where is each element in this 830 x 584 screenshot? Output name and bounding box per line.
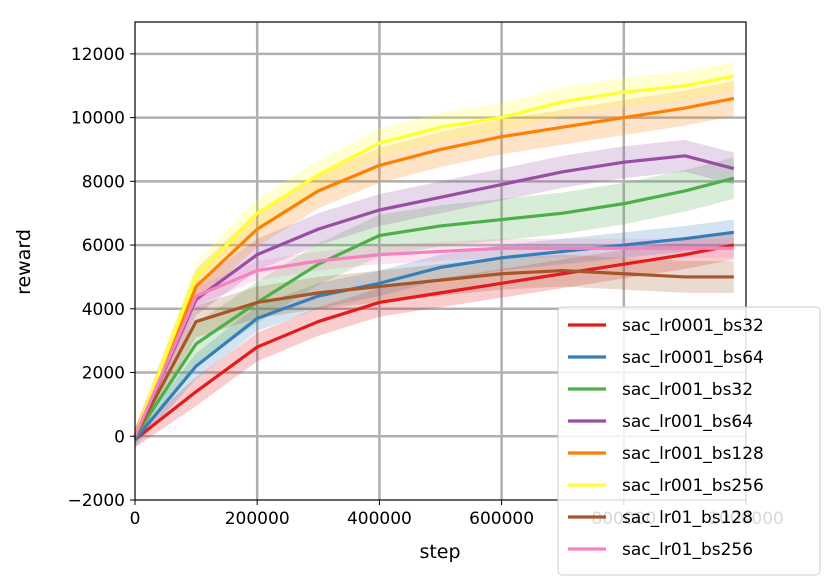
y-tick-label: 4000 xyxy=(82,300,125,320)
series-line xyxy=(133,74,735,437)
x-axis-label: step xyxy=(419,541,460,563)
legend-label: sac_lr0001_bs32 xyxy=(622,316,764,336)
legend-label: sac_lr001_bs32 xyxy=(622,380,753,400)
confidence-band xyxy=(135,61,734,445)
grid-lines xyxy=(135,22,746,500)
series-line xyxy=(133,246,734,437)
legend-label: sac_lr001_bs128 xyxy=(622,444,764,464)
legend-label: sac_lr001_bs64 xyxy=(622,412,753,432)
confidence-band xyxy=(135,219,734,448)
y-tick-label: 2000 xyxy=(82,364,125,384)
y-axis-label: reward xyxy=(13,229,35,295)
y-tick-label: 6000 xyxy=(82,236,125,256)
x-tick-label: 600000 xyxy=(469,509,534,529)
legend: sac_lr0001_bs32 sac_lr0001_bs64 sac_lr001_… xyxy=(557,306,821,576)
confidence-band xyxy=(135,157,734,445)
legend-box xyxy=(557,306,821,576)
legend-label: sac_lr0001_bs64 xyxy=(622,348,764,368)
legend-label: sac_lr001_bs256 xyxy=(622,476,764,496)
series-line xyxy=(133,176,735,438)
confidence-band xyxy=(135,254,734,445)
series-line xyxy=(133,230,734,441)
series-line xyxy=(133,96,735,437)
y-axis-ticks: −2000 0 2000 4000 6000 8000 10000 12000 xyxy=(67,45,135,511)
confidence-band xyxy=(135,139,734,445)
x-tick-label: 400000 xyxy=(347,509,412,529)
series-line xyxy=(134,243,735,441)
x-tick-label: 0 xyxy=(130,509,141,529)
series-line xyxy=(133,268,734,438)
confidence-band xyxy=(135,230,734,448)
y-tick-label: −2000 xyxy=(67,491,125,511)
y-tick-label: 8000 xyxy=(82,172,125,192)
y-tick-label: 10000 xyxy=(71,109,125,129)
series-line xyxy=(133,154,735,437)
y-tick-label: 0 xyxy=(114,427,125,447)
legend-label: sac_lr01_bs128 xyxy=(622,508,753,528)
confidence-bands xyxy=(135,61,734,448)
x-tick-label: 200000 xyxy=(225,509,290,529)
legend-label: sac_lr01_bs256 xyxy=(622,540,753,560)
series-lines xyxy=(133,74,735,441)
confidence-band xyxy=(135,80,734,445)
axes-frame xyxy=(134,21,747,501)
y-tick-label: 12000 xyxy=(71,45,125,65)
